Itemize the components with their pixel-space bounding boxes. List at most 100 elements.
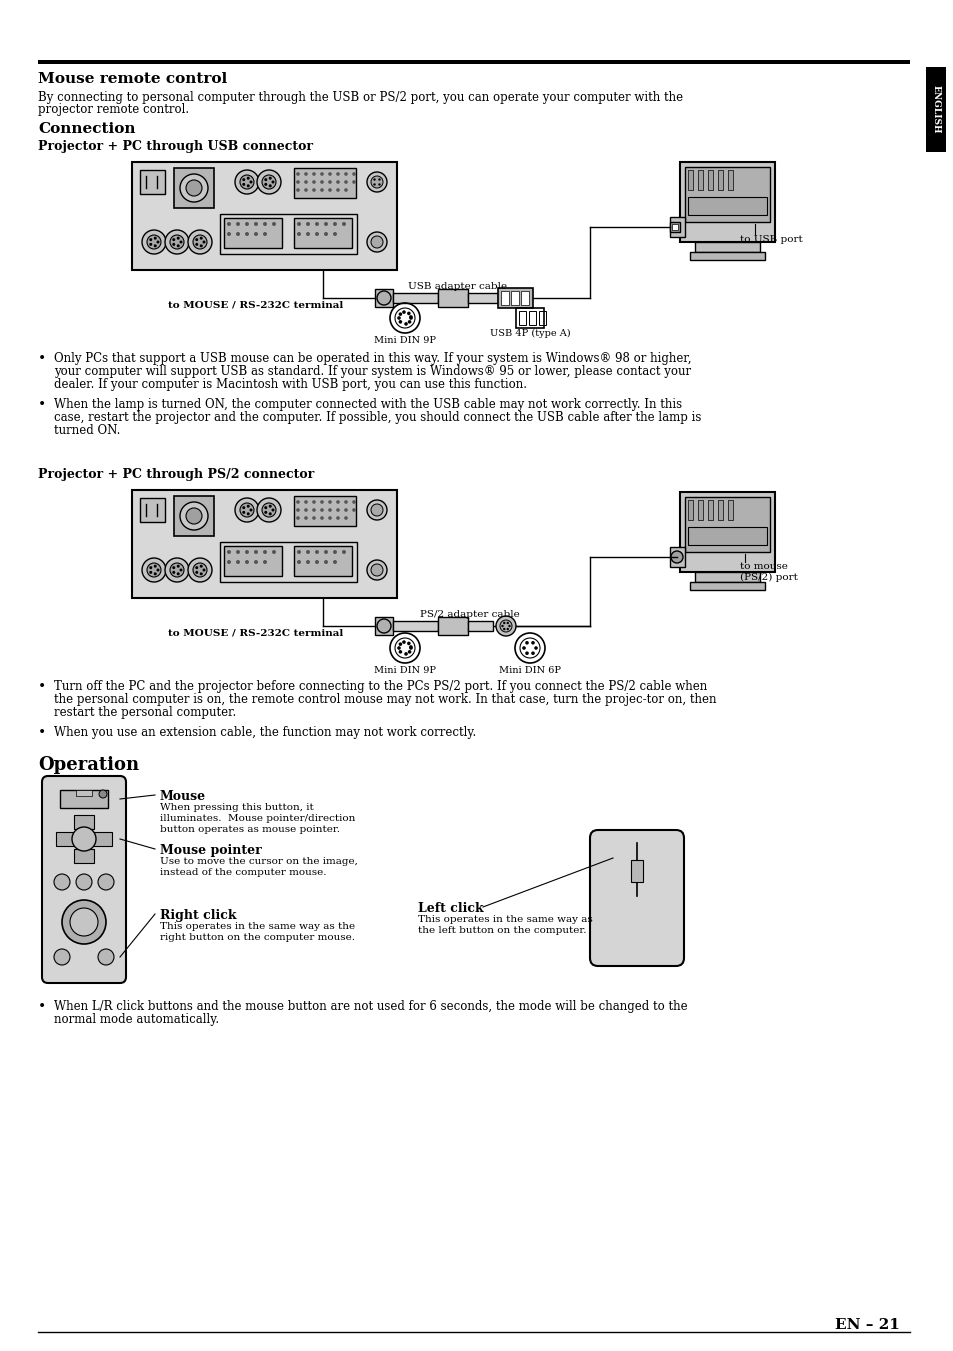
Circle shape [176, 245, 179, 247]
Circle shape [670, 551, 682, 563]
Circle shape [142, 230, 166, 254]
Circle shape [306, 550, 310, 554]
Circle shape [269, 505, 272, 508]
Bar [497, 288, 533, 308]
Circle shape [170, 235, 184, 249]
Circle shape [324, 222, 328, 226]
Circle shape [149, 571, 152, 574]
Circle shape [314, 561, 318, 563]
Bar [671, 224, 678, 230]
Text: illuminates.  Mouse pointer/direction: illuminates. Mouse pointer/direction [160, 815, 355, 823]
Circle shape [245, 222, 249, 226]
Circle shape [296, 232, 301, 236]
Bar [695, 571, 760, 582]
Circle shape [149, 238, 152, 240]
Bar [132, 162, 396, 270]
Bar [468, 621, 493, 631]
Bar [684, 168, 769, 222]
Bar [393, 293, 437, 303]
Circle shape [235, 222, 240, 226]
Bar [437, 617, 468, 635]
Circle shape [149, 243, 152, 246]
Bar [437, 289, 468, 307]
Circle shape [172, 571, 175, 574]
Circle shape [295, 180, 299, 184]
Circle shape [295, 188, 299, 192]
Circle shape [172, 238, 175, 240]
Text: When the lamp is turned ON, the computer connected with the USB cable may not wo: When the lamp is turned ON, the computer… [54, 399, 681, 411]
Circle shape [186, 180, 202, 196]
Text: USB 4P (type A): USB 4P (type A) [489, 330, 570, 338]
Circle shape [180, 503, 208, 530]
Bar [294, 218, 352, 249]
Text: restart the personal computer.: restart the personal computer. [54, 707, 236, 719]
Circle shape [333, 550, 336, 554]
Circle shape [272, 222, 275, 226]
Circle shape [371, 504, 382, 516]
Circle shape [264, 178, 267, 181]
Circle shape [153, 573, 156, 576]
Circle shape [227, 222, 231, 226]
Circle shape [235, 550, 240, 554]
Circle shape [371, 563, 382, 576]
Bar [698, 500, 702, 520]
Circle shape [352, 500, 355, 504]
Circle shape [525, 640, 528, 644]
Circle shape [398, 320, 402, 324]
Circle shape [295, 172, 299, 176]
Circle shape [407, 650, 411, 654]
Circle shape [176, 565, 179, 567]
Text: Projector + PC through PS/2 connector: Projector + PC through PS/2 connector [38, 467, 314, 481]
Bar [689, 253, 764, 259]
Bar [393, 621, 437, 631]
Circle shape [312, 180, 315, 184]
Circle shape [247, 184, 250, 188]
Text: EN – 21: EN – 21 [834, 1319, 899, 1332]
Circle shape [341, 222, 346, 226]
Text: Right click: Right click [160, 909, 236, 921]
Circle shape [264, 182, 267, 186]
Circle shape [54, 874, 70, 890]
Circle shape [312, 500, 315, 504]
Circle shape [54, 948, 70, 965]
Circle shape [240, 503, 253, 517]
Bar [687, 170, 692, 190]
Circle shape [306, 222, 310, 226]
Text: button operates as mouse pointer.: button operates as mouse pointer. [160, 825, 339, 834]
Bar [669, 222, 679, 232]
Text: When you use an extension cable, the function may not work correctly.: When you use an extension cable, the fun… [54, 725, 476, 739]
Bar [669, 218, 684, 236]
Circle shape [242, 507, 245, 509]
Circle shape [199, 573, 203, 576]
Text: Mouse remote control: Mouse remote control [38, 72, 227, 86]
Circle shape [328, 188, 332, 192]
Circle shape [263, 550, 267, 554]
Circle shape [269, 184, 272, 188]
Circle shape [502, 628, 505, 630]
Circle shape [156, 240, 159, 243]
Circle shape [263, 561, 267, 563]
Circle shape [499, 620, 512, 632]
Bar [76, 790, 91, 796]
Bar [718, 500, 722, 520]
Circle shape [352, 180, 355, 184]
Bar [468, 293, 497, 303]
Circle shape [156, 569, 159, 571]
Circle shape [396, 646, 400, 650]
Circle shape [242, 178, 245, 181]
Circle shape [242, 511, 245, 513]
Text: •: • [38, 680, 46, 694]
Text: Turn off the PC and the projector before connecting to the PCs PS/2 port. If you: Turn off the PC and the projector before… [54, 680, 706, 693]
Circle shape [376, 290, 391, 305]
Circle shape [333, 561, 336, 563]
Text: to MOUSE / RS-232C terminal: to MOUSE / RS-232C terminal [168, 301, 343, 309]
Circle shape [328, 516, 332, 520]
Circle shape [367, 232, 387, 253]
FancyBboxPatch shape [42, 775, 126, 984]
Text: turned ON.: turned ON. [54, 424, 120, 436]
Circle shape [262, 503, 275, 517]
Bar [529, 311, 536, 326]
Circle shape [195, 243, 198, 246]
Bar [500, 290, 509, 305]
Circle shape [247, 505, 250, 508]
